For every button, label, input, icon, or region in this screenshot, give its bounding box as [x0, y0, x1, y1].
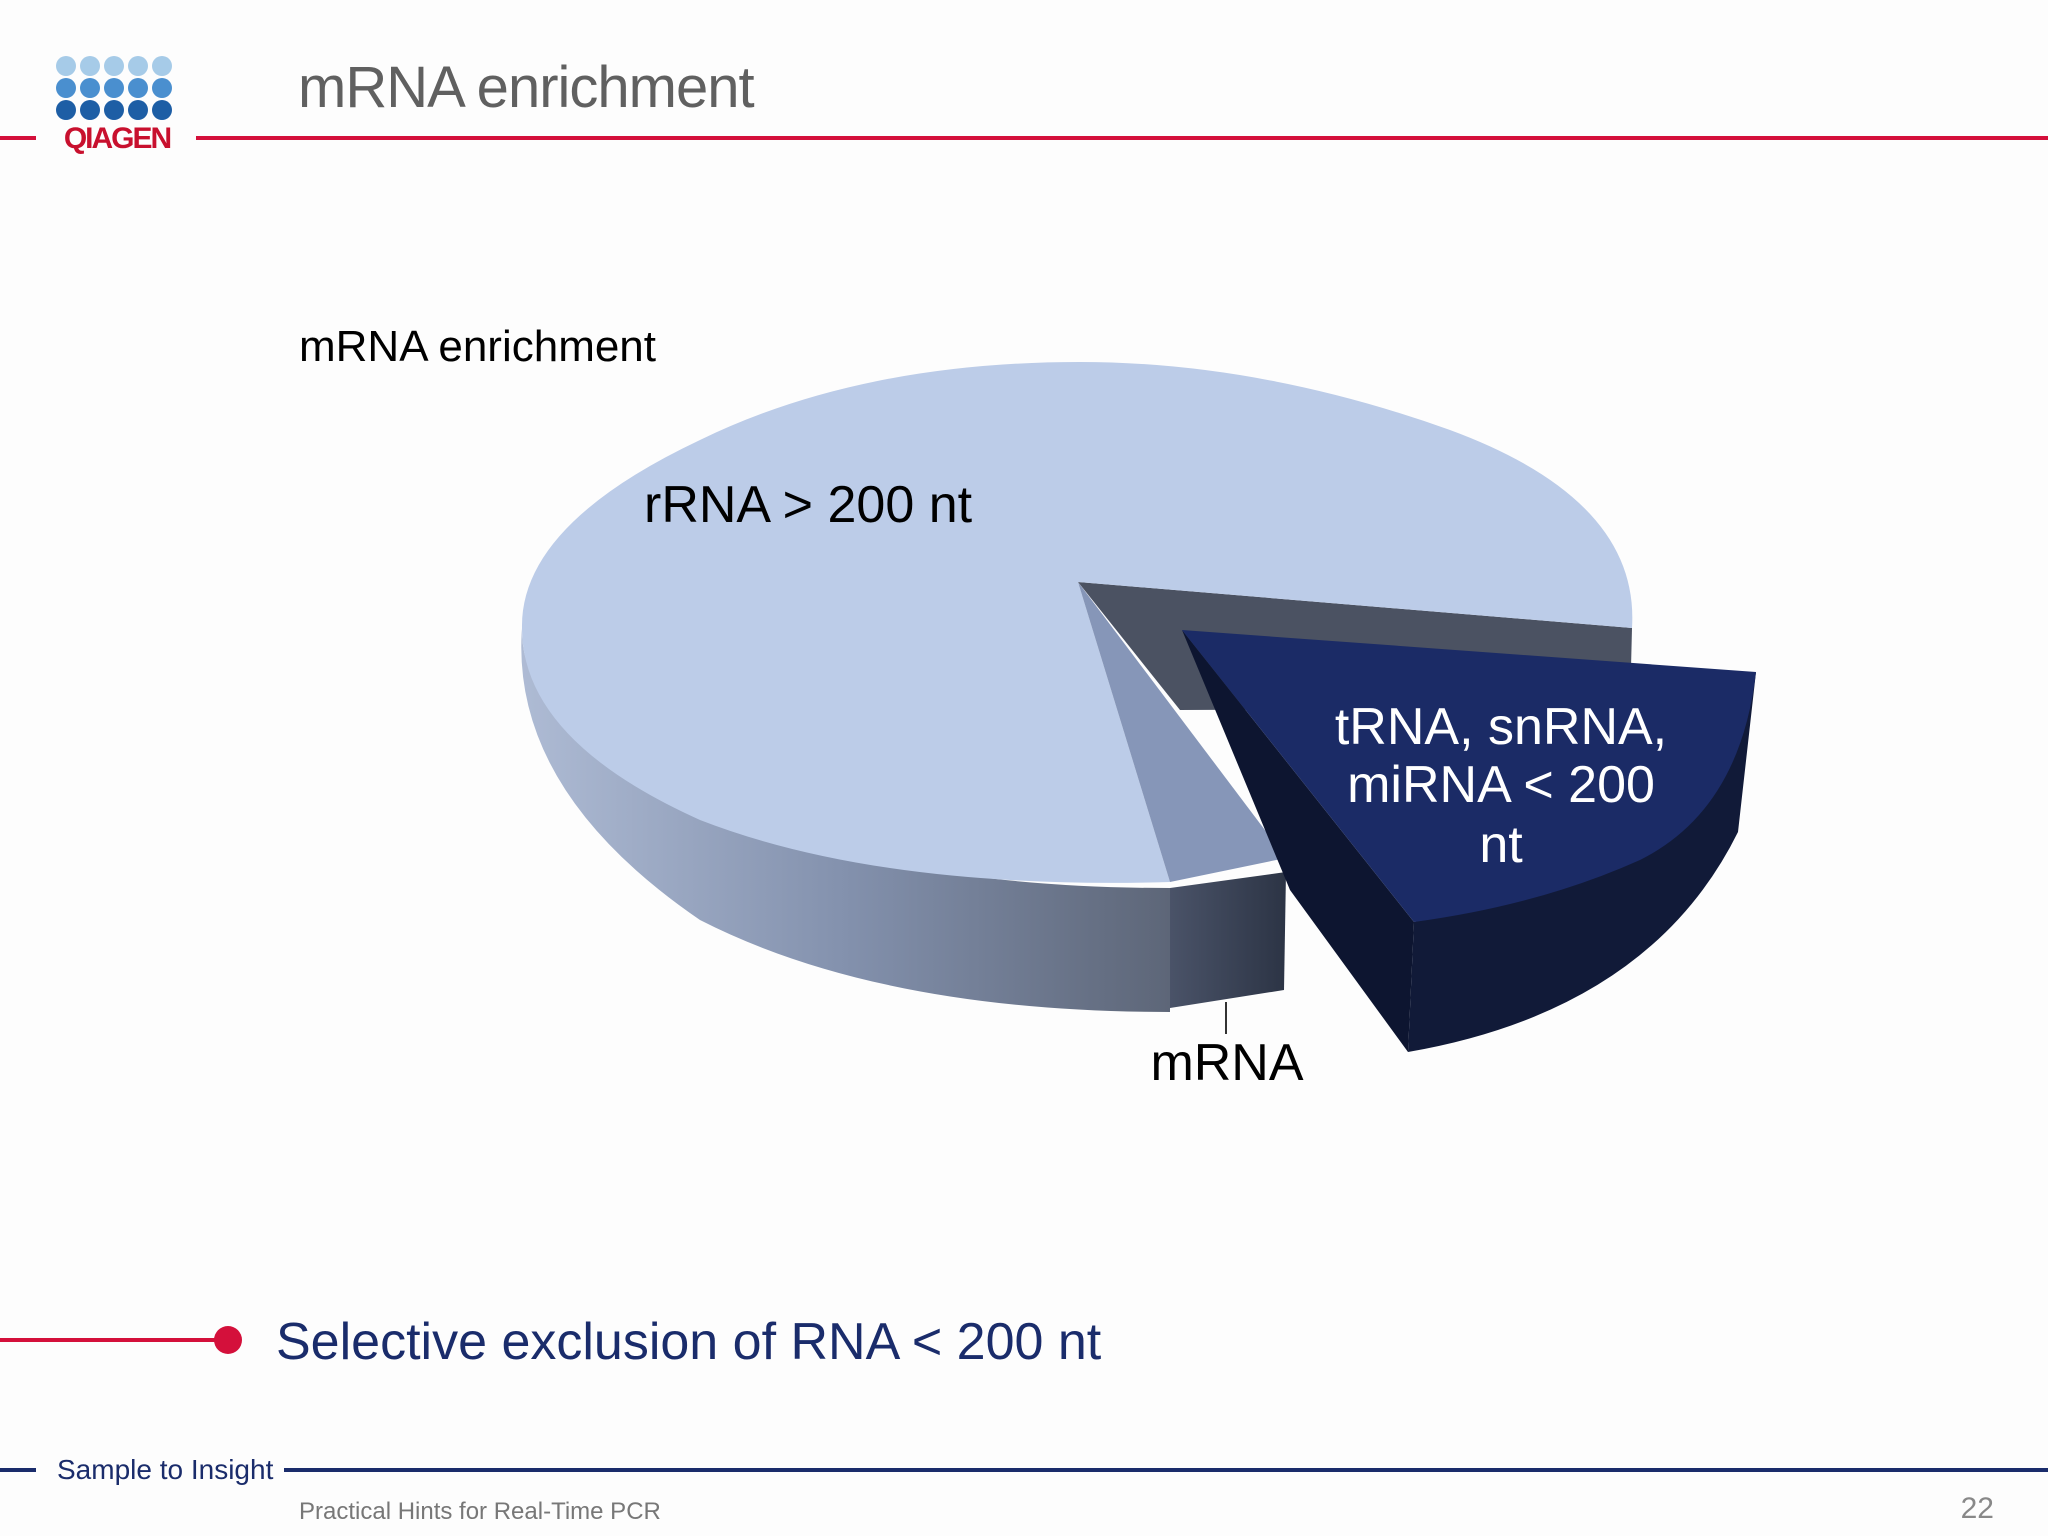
- chart-title: mRNA enrichment: [299, 322, 657, 371]
- logo-text: QIAGEN: [63, 122, 172, 155]
- tagline: Sample to Insight: [57, 1454, 274, 1485]
- page-number: 22: [1960, 1492, 1994, 1525]
- logo-dot: [104, 100, 124, 120]
- slice-trna-side: [1182, 630, 1414, 1052]
- label-rrna: rRNA > 200 nt: [644, 476, 973, 534]
- qiagen-logo: QIAGEN: [54, 56, 180, 156]
- logo-dot: [56, 100, 76, 120]
- title-divider-left: [0, 136, 36, 140]
- title-divider: [196, 136, 2048, 140]
- logo-dot: [128, 56, 148, 76]
- slice-mrna: [1078, 582, 1286, 882]
- logo-dot: [56, 56, 76, 76]
- slice-rrna-side: [521, 628, 1170, 1012]
- logo-dot: [80, 100, 100, 120]
- page-title: mRNA enrichment: [298, 55, 755, 120]
- logo-dot: [128, 100, 148, 120]
- label-trna-line3: nt: [1479, 816, 1523, 874]
- logo-dot: [152, 100, 172, 120]
- slice-rrna: [521, 362, 1633, 883]
- slice-trna: [1182, 630, 1756, 922]
- logo-dots: [56, 56, 176, 122]
- logo-dot: [80, 56, 100, 76]
- footer-text: Practical Hints for Real-Time PCR: [299, 1498, 661, 1525]
- logo-dot: [56, 78, 76, 98]
- bullet-line: [0, 1338, 222, 1342]
- logo-dot: [152, 56, 172, 76]
- logo-dot: [104, 56, 124, 76]
- logo-dot: [104, 78, 124, 98]
- footer-divider: [284, 1468, 2048, 1472]
- footer-divider-left: [0, 1468, 36, 1472]
- label-trna-line2: miRNA < 200: [1347, 756, 1655, 814]
- bullet-text: Selective exclusion of RNA < 200 nt: [276, 1313, 1102, 1371]
- logo-dot: [128, 78, 148, 98]
- bullet-dot: [214, 1326, 242, 1354]
- label-trna-line1: tRNA, snRNA,: [1335, 698, 1667, 756]
- label-mrna: mRNA: [1150, 1034, 1303, 1092]
- slice-mrna-side: [1170, 872, 1286, 1008]
- logo-dot: [80, 78, 100, 98]
- logo-dot: [152, 78, 172, 98]
